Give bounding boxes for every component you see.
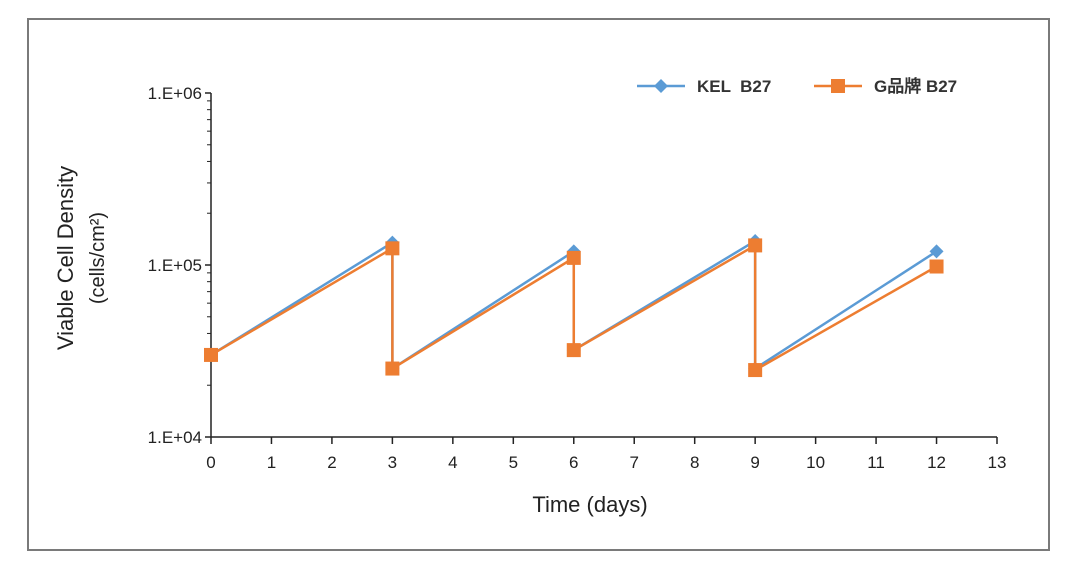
y-tick-label: 1.E+05 xyxy=(148,256,202,275)
data-point xyxy=(566,250,581,265)
chart-legend: KEL B27 G品牌 B27 xyxy=(637,76,957,96)
x-tick-label: 8 xyxy=(690,453,699,472)
y-axis-unit: (cells/cm²) xyxy=(87,212,109,304)
data-point xyxy=(929,259,944,274)
x-tick-label: 7 xyxy=(629,453,638,472)
legend-label: KEL B27 xyxy=(697,77,771,96)
chart-frame xyxy=(27,18,1050,551)
x-axis-title: Time (days) xyxy=(532,492,647,517)
x-tick-label: 5 xyxy=(509,453,518,472)
x-tick-label: 11 xyxy=(867,453,885,472)
data-point xyxy=(385,361,400,376)
legend-marker xyxy=(831,79,845,93)
data-point xyxy=(748,363,763,378)
x-tick-label: 0 xyxy=(206,453,215,472)
x-tick-label: 6 xyxy=(569,453,578,472)
data-point xyxy=(566,343,581,358)
series-line xyxy=(210,243,938,373)
x-tick-label: 9 xyxy=(750,453,759,472)
x-tick-label: 4 xyxy=(448,453,457,472)
data-point xyxy=(385,241,400,256)
legend-item: KEL B27 xyxy=(637,77,771,96)
x-tick-label: 2 xyxy=(327,453,336,472)
legend-marker xyxy=(654,79,668,93)
chart-axes: 0 1 2 3 4 5 6 7 8 9 10 11 12 131.E+041.E+051.E+06 xyxy=(148,84,1007,472)
data-point xyxy=(929,244,944,259)
y-axis-title: Viable Cell Density xyxy=(53,166,78,350)
x-tick-label: 13 xyxy=(988,453,1007,472)
x-tick-label: 12 xyxy=(927,453,946,472)
y-tick-label: 1.E+06 xyxy=(148,84,202,103)
x-tick-label: 1 xyxy=(267,453,276,472)
chart-series xyxy=(204,233,944,378)
data-point xyxy=(204,347,218,362)
legend-label: G品牌 B27 xyxy=(874,76,957,96)
legend-item: G品牌 B27 xyxy=(814,76,957,96)
x-tick-label: 10 xyxy=(806,453,825,472)
y-tick-label: 1.E+04 xyxy=(148,428,202,447)
data-point xyxy=(748,238,763,253)
x-tick-label: 3 xyxy=(388,453,397,472)
series-g-brand-b27 xyxy=(204,238,944,378)
